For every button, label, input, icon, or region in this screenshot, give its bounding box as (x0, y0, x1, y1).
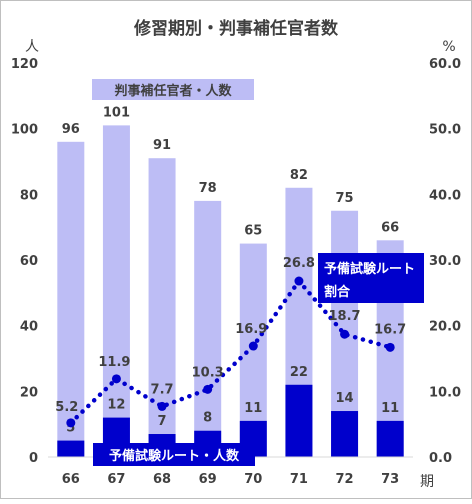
x-axis-ticks: 66 67 68 69 70 71 72 73 (62, 472, 399, 487)
total-bar-label: 65 (244, 224, 262, 239)
y-left-tick-label: 20 (20, 385, 38, 400)
y-left-tick-label: 0 (29, 451, 38, 466)
y-axis-left-ticks: 0 20 40 60 80 100 120 (11, 57, 38, 466)
annotation-total: 判事補任官者・人数 (92, 79, 254, 100)
ratio-point-label: 16.7 (374, 322, 406, 337)
y-axis-right-unit: % (442, 39, 455, 55)
annotation-route-count-label: 予備試験ルート・人数 (109, 448, 240, 464)
y-left-tick-label: 60 (20, 254, 38, 269)
ratio-point (111, 374, 121, 384)
y-right-tick-label: 40.0 (429, 188, 461, 203)
ratio-point (248, 341, 258, 351)
ratio-point (203, 384, 213, 394)
ratio-point (340, 329, 350, 339)
route-bar-label: 7 (158, 414, 167, 429)
route-bar (285, 384, 313, 457)
y-left-tick-label: 80 (20, 188, 38, 203)
x-tick-label: 73 (381, 472, 399, 487)
ratio-point-label: 5.2 (55, 400, 78, 415)
x-tick-label: 70 (244, 472, 262, 487)
ratio-point (157, 401, 167, 411)
ratio-point-label: 16.9 (235, 322, 267, 337)
y-right-tick-label: 60.0 (429, 57, 461, 72)
x-tick-label: 66 (62, 472, 80, 487)
y-left-tick-label: 120 (11, 57, 38, 72)
y-left-tick-label: 40 (20, 320, 38, 335)
y-left-tick-label: 100 (11, 123, 38, 138)
total-bar-label: 91 (153, 138, 171, 153)
route-bar-label: 11 (244, 401, 262, 416)
ratio-point (294, 276, 304, 286)
annotation-route-ratio-line2: 割合 (324, 284, 351, 300)
annotation-route-count: 予備試験ルート・人数 (93, 443, 255, 466)
ratio-point-label: 10.3 (192, 365, 224, 380)
total-bar-label: 78 (199, 181, 217, 196)
y-axis-right-ticks: 0.0 10.0 20.0 30.0 40.0 50.0 60.0 (429, 57, 461, 466)
x-tick-label: 69 (199, 472, 217, 487)
ratio-line (68, 277, 393, 426)
total-bar (102, 125, 130, 457)
total-bar (57, 141, 85, 458)
route-bar-label: 5 (66, 421, 75, 436)
y-right-tick-label: 20.0 (429, 320, 461, 335)
annotation-route-ratio-line1: 予備試験ルート (324, 261, 415, 277)
route-bar (331, 411, 359, 457)
y-right-tick-label: 0.0 (429, 451, 452, 466)
total-bar (194, 200, 222, 457)
ratio-line-group: 5.2 11.9 7.7 10.3 16.9 26.8 18.7 16.7 (55, 256, 406, 428)
x-tick-label: 68 (153, 472, 171, 487)
ratio-point (385, 342, 395, 352)
total-bar-label: 82 (290, 168, 308, 183)
y-axis-left-unit: 人 (25, 39, 39, 55)
x-axis-unit: 期 (420, 474, 434, 490)
ratio-point (66, 418, 76, 428)
route-bar-labels: 5 12 7 8 11 22 14 11 (66, 365, 399, 436)
y-right-tick-label: 10.0 (429, 385, 461, 400)
route-bar (57, 440, 85, 457)
total-bar-label: 101 (103, 105, 130, 120)
ratio-point-label: 26.8 (283, 256, 315, 271)
route-bar-label: 12 (107, 398, 125, 413)
ratio-point-label: 7.7 (151, 382, 174, 397)
y-right-tick-label: 30.0 (429, 254, 461, 269)
route-bar-label: 22 (290, 365, 308, 380)
annotation-route-ratio: 予備試験ルート 割合 (318, 253, 424, 303)
total-bars (57, 125, 404, 458)
y-right-tick-label: 50.0 (429, 123, 461, 138)
route-bar-label: 14 (336, 391, 354, 406)
route-bar (376, 420, 404, 457)
x-tick-label: 71 (290, 472, 308, 487)
total-bar-label: 75 (336, 191, 354, 206)
route-bars (57, 384, 404, 457)
ratio-point-label: 11.9 (98, 355, 130, 370)
total-bar-labels: 96 101 91 78 65 82 75 66 (62, 105, 399, 238)
annotation-total-label: 判事補任官者・人数 (114, 83, 232, 99)
chart-title: 修習期別・判事補任官者数 (133, 18, 339, 39)
ratio-point-label: 18.7 (329, 309, 361, 324)
total-bar-label: 96 (62, 122, 80, 137)
x-tick-label: 72 (336, 472, 354, 487)
route-bar-label: 11 (381, 401, 399, 416)
total-bar-label: 66 (381, 220, 399, 235)
x-tick-label: 67 (107, 472, 125, 487)
route-bar-label: 8 (203, 411, 212, 426)
